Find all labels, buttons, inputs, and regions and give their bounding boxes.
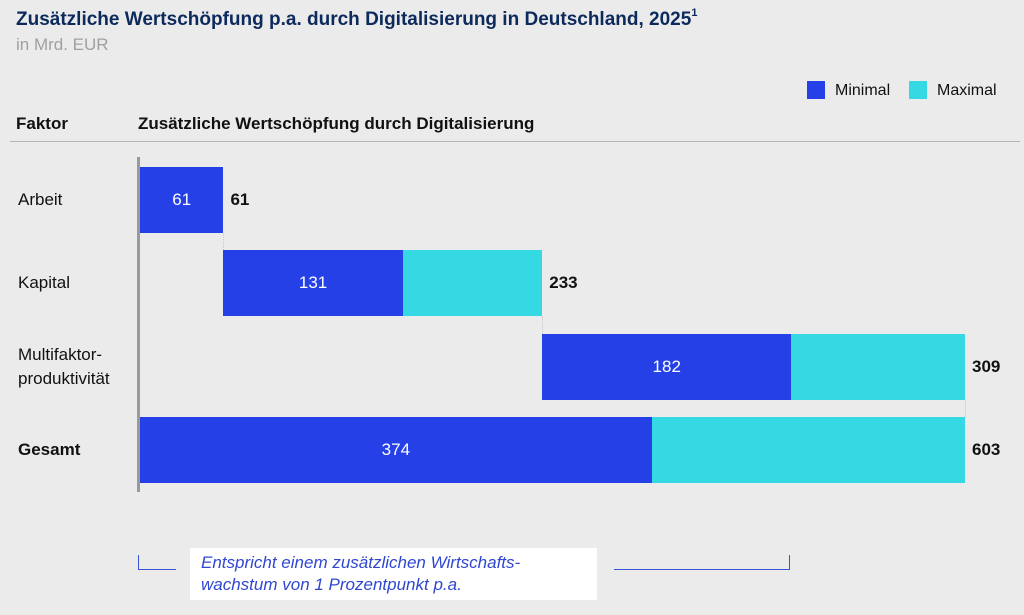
header-divider [10, 141, 1020, 142]
data-label-minimal: 374 [381, 440, 411, 459]
category-label: Kapital [18, 273, 70, 292]
bracket-right-line [614, 569, 790, 570]
legend-swatch-minimal [807, 81, 825, 99]
chart-title: Zusätzliche Wertschöpfung p.a. durch Dig… [16, 7, 698, 30]
bar-maximal [791, 334, 965, 400]
y-axis-line [137, 157, 140, 492]
bracket-left-line [138, 569, 176, 570]
bar-minimal [140, 417, 652, 483]
connector-line [542, 316, 544, 334]
data-label-maximal: 309 [972, 357, 1001, 376]
legend-label-minimal: Minimal [835, 82, 891, 99]
legend-label-maximal: Maximal [937, 82, 997, 99]
bar-minimal [140, 167, 224, 233]
bar-minimal [223, 250, 403, 316]
column-header-values: Zusätzliche Wertschöpfung durch Digitali… [138, 114, 535, 133]
bar-minimal [542, 334, 792, 400]
data-label-maximal: 603 [972, 440, 1001, 459]
category-label: Multifaktor- produktivität [18, 345, 110, 388]
data-label-minimal: 61 [172, 190, 192, 209]
annotation-note: Entspricht einem zusätzlichen Wirtschaft… [190, 548, 597, 600]
bar-maximal [651, 417, 965, 483]
legend-swatch-maximal [909, 81, 927, 99]
column-header-factor: Faktor [16, 114, 68, 133]
connector-line [223, 233, 225, 250]
category-label: Gesamt [18, 440, 81, 459]
bar-maximal [402, 250, 543, 316]
bracket-right-tick [789, 555, 790, 570]
bracket-left-tick [138, 555, 139, 570]
data-label-minimal: 131 [298, 273, 328, 292]
data-label-maximal: 233 [549, 273, 578, 292]
data-label-minimal: 182 [652, 357, 681, 376]
chart-subtitle: in Mrd. EUR [16, 35, 109, 54]
data-label-maximal: 61 [230, 190, 250, 209]
connector-line [965, 400, 966, 417]
category-label: Arbeit [18, 190, 63, 209]
